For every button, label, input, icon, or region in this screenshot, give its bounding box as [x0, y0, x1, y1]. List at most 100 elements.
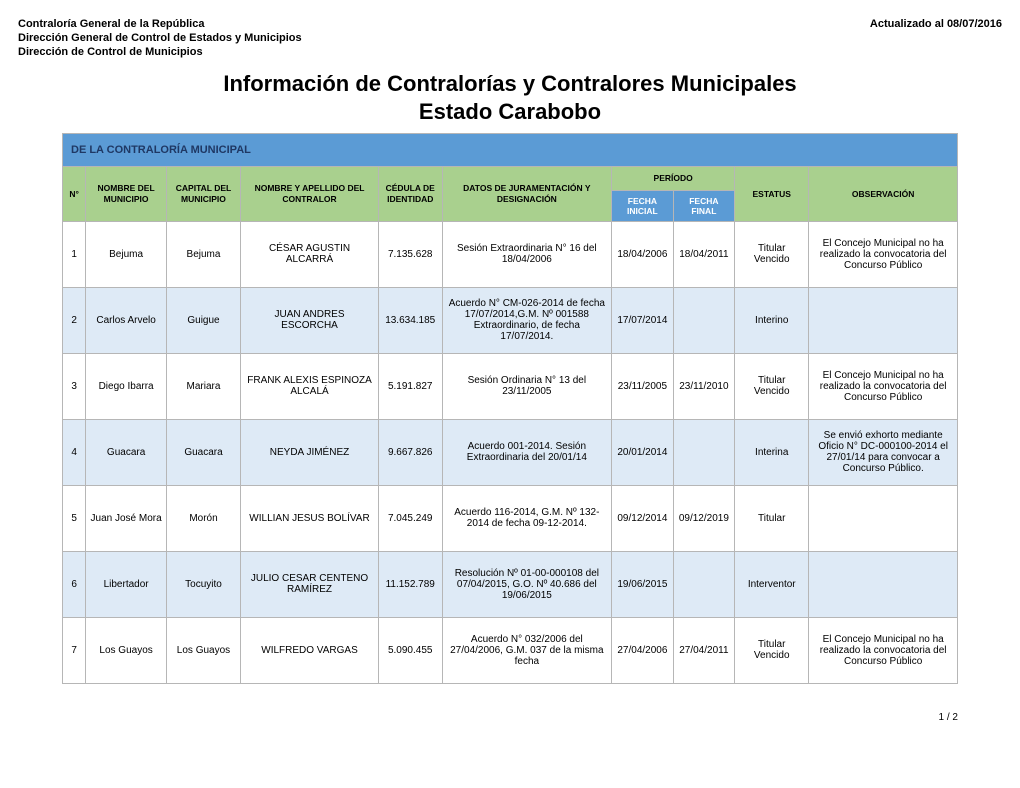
cell-fecha-inicial: 23/11/2005	[612, 353, 673, 419]
cell-datos: Acuerdo 116-2014, G.M. Nº 132-2014 de fe…	[442, 485, 612, 551]
col-fecha-inicial: FECHA INICIAL	[612, 190, 673, 221]
cell-contralor: NEYDA JIMÉNEZ	[241, 419, 379, 485]
cell-capital: Guigue	[166, 287, 240, 353]
cell-nombre: Los Guayos	[86, 617, 167, 683]
cell-datos: Acuerdo 001-2014. Sesión Extraordinaria …	[442, 419, 612, 485]
cell-num: 1	[63, 221, 86, 287]
cell-num: 6	[63, 551, 86, 617]
cell-capital: Mariara	[166, 353, 240, 419]
updated-date: Actualizado al 08/07/2016	[870, 18, 1002, 58]
cell-capital: Tocuyito	[166, 551, 240, 617]
cell-estatus: Titular Vencido	[735, 353, 809, 419]
cell-fecha-final: 18/04/2011	[673, 221, 734, 287]
cell-estatus: Interino	[735, 287, 809, 353]
table-row: 3Diego IbarraMariaraFRANK ALEXIS ESPINOZ…	[63, 353, 958, 419]
table-container: DE LA CONTRALORÍA MUNICIPAL N° NOMBRE DE…	[62, 133, 958, 684]
cell-capital: Guacara	[166, 419, 240, 485]
cell-num: 4	[63, 419, 86, 485]
title-line-1: Información de Contralorías y Contralore…	[223, 71, 796, 96]
document-title: Información de Contralorías y Contralore…	[18, 70, 1002, 125]
cell-nombre: Libertador	[86, 551, 167, 617]
cell-fecha-inicial: 27/04/2006	[612, 617, 673, 683]
cell-nombre: Guacara	[86, 419, 167, 485]
section-header: DE LA CONTRALORÍA MUNICIPAL	[63, 134, 958, 167]
page-header: Contraloría General de la República Dire…	[18, 18, 1002, 58]
cell-fecha-inicial: 17/07/2014	[612, 287, 673, 353]
cell-estatus: Titular Vencido	[735, 221, 809, 287]
cell-capital: Bejuma	[166, 221, 240, 287]
org-line-2: Dirección General de Control de Estados …	[18, 32, 302, 44]
cell-contralor: JUAN ANDRES ESCORCHA	[241, 287, 379, 353]
cell-fecha-final	[673, 551, 734, 617]
cell-cedula: 7.045.249	[378, 485, 442, 551]
cell-observacion	[809, 551, 958, 617]
cell-contralor: JULIO CESAR CENTENO RAMÍREZ	[241, 551, 379, 617]
cell-datos: Sesión Ordinaria N° 13 del 23/11/2005	[442, 353, 612, 419]
cell-nombre: Diego Ibarra	[86, 353, 167, 419]
cell-contralor: FRANK ALEXIS ESPINOZA ALCALÁ	[241, 353, 379, 419]
cell-datos: Acuerdo N° 032/2006 del 27/04/2006, G.M.…	[442, 617, 612, 683]
cell-num: 2	[63, 287, 86, 353]
title-line-2: Estado Carabobo	[419, 99, 601, 124]
cell-nombre: Juan José Mora	[86, 485, 167, 551]
cell-observacion	[809, 287, 958, 353]
table-row: 5Juan José MoraMorónWILLIAN JESUS BOLÍVA…	[63, 485, 958, 551]
cell-cedula: 9.667.826	[378, 419, 442, 485]
cell-observacion: El Concejo Municipal no ha realizado la …	[809, 353, 958, 419]
table-row: 2Carlos ArveloGuigueJUAN ANDRES ESCORCHA…	[63, 287, 958, 353]
cell-capital: Los Guayos	[166, 617, 240, 683]
table-row: 6LibertadorTocuyitoJULIO CESAR CENTENO R…	[63, 551, 958, 617]
cell-nombre: Bejuma	[86, 221, 167, 287]
org-line-3: Dirección de Control de Municipios	[18, 46, 302, 58]
table-body: 1BejumaBejumaCÉSAR AGUSTIN ALCARRÁ7.135.…	[63, 221, 958, 683]
col-periodo: PERÍODO	[612, 167, 735, 191]
cell-contralor: WILFREDO VARGAS	[241, 617, 379, 683]
col-capital-mun: CAPITAL DEL MUNICIPIO	[166, 167, 240, 222]
col-obs: OBSERVACIÓN	[809, 167, 958, 222]
col-nombre-mun: NOMBRE DEL MUNICIPIO	[86, 167, 167, 222]
cell-estatus: Interina	[735, 419, 809, 485]
cell-datos: Sesión Extraordinaria N° 16 del 18/04/20…	[442, 221, 612, 287]
cell-estatus: Titular	[735, 485, 809, 551]
cell-contralor: WILLIAN JESUS BOLÍVAR	[241, 485, 379, 551]
cell-num: 5	[63, 485, 86, 551]
cell-fecha-inicial: 20/01/2014	[612, 419, 673, 485]
cell-capital: Morón	[166, 485, 240, 551]
col-cedula: CÉDULA DE IDENTIDAD	[378, 167, 442, 222]
cell-fecha-final: 27/04/2011	[673, 617, 734, 683]
cell-fecha-inicial: 09/12/2014	[612, 485, 673, 551]
cell-fecha-final: 23/11/2010	[673, 353, 734, 419]
contralorias-table: DE LA CONTRALORÍA MUNICIPAL N° NOMBRE DE…	[62, 133, 958, 684]
cell-contralor: CÉSAR AGUSTIN ALCARRÁ	[241, 221, 379, 287]
cell-num: 7	[63, 617, 86, 683]
cell-observacion	[809, 485, 958, 551]
cell-fecha-inicial: 19/06/2015	[612, 551, 673, 617]
cell-cedula: 5.191.827	[378, 353, 442, 419]
cell-datos: Acuerdo N° CM-026-2014 de fecha 17/07/20…	[442, 287, 612, 353]
cell-nombre: Carlos Arvelo	[86, 287, 167, 353]
table-row: 7Los GuayosLos GuayosWILFREDO VARGAS5.09…	[63, 617, 958, 683]
cell-estatus: Titular Vencido	[735, 617, 809, 683]
cell-cedula: 5.090.455	[378, 617, 442, 683]
cell-fecha-final: 09/12/2019	[673, 485, 734, 551]
page-number: 1 / 2	[18, 712, 958, 723]
col-estatus: ESTATUS	[735, 167, 809, 222]
table-row: 1BejumaBejumaCÉSAR AGUSTIN ALCARRÁ7.135.…	[63, 221, 958, 287]
cell-observacion: Se envió exhorto mediante Oficio N° DC-0…	[809, 419, 958, 485]
table-row: 4GuacaraGuacaraNEYDA JIMÉNEZ9.667.826Acu…	[63, 419, 958, 485]
cell-fecha-final	[673, 419, 734, 485]
col-datos: DATOS DE JURAMENTACIÓN Y DESIGNACIÓN	[442, 167, 612, 222]
cell-fecha-inicial: 18/04/2006	[612, 221, 673, 287]
cell-observacion: El Concejo Municipal no ha realizado la …	[809, 221, 958, 287]
org-line-1: Contraloría General de la República	[18, 18, 302, 30]
cell-estatus: Interventor	[735, 551, 809, 617]
cell-fecha-final	[673, 287, 734, 353]
cell-datos: Resolución Nº 01-00-000108 del 07/04/201…	[442, 551, 612, 617]
col-fecha-final: FECHA FINAL	[673, 190, 734, 221]
cell-cedula: 7.135.628	[378, 221, 442, 287]
cell-cedula: 13.634.185	[378, 287, 442, 353]
col-num: N°	[63, 167, 86, 222]
cell-observacion: El Concejo Municipal no ha realizado la …	[809, 617, 958, 683]
cell-num: 3	[63, 353, 86, 419]
section-header-row: DE LA CONTRALORÍA MUNICIPAL	[63, 134, 958, 167]
